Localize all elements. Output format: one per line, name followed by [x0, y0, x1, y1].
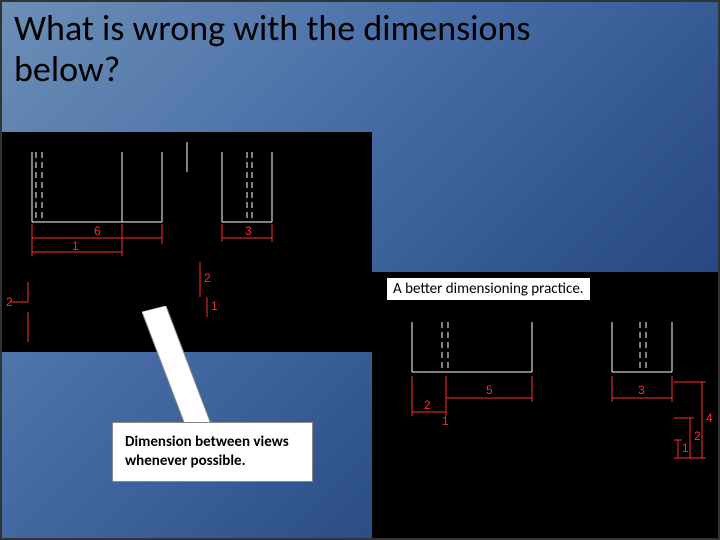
dim-5: 5: [486, 383, 493, 397]
better-dimensioning-panel: 5 2 1 3 1 2 4: [372, 272, 718, 538]
dim-2l: 2: [424, 398, 431, 412]
dim-1r: 1: [682, 441, 689, 455]
callout-text: Dimension between views whenever possibl…: [125, 433, 289, 470]
dim-2-left: 2: [6, 295, 13, 309]
better-drawing: 5 2 1 3 1 2 4: [372, 272, 718, 538]
dim-3: 3: [245, 224, 252, 238]
page-title: What is wrong with the dimensionsbelow?: [14, 8, 530, 91]
dim-2r: 2: [694, 429, 701, 443]
dim-1a: 1: [72, 239, 79, 253]
callout-box: Dimension between views whenever possibl…: [112, 422, 313, 482]
better-practice-label: A better dimensioning practice.: [387, 278, 590, 300]
dim-6: 6: [94, 224, 101, 238]
dim-1a-b: 1: [442, 414, 449, 428]
dim-2-mid: 2: [204, 271, 211, 285]
dim-4r: 4: [706, 411, 713, 425]
dim-3b: 3: [638, 383, 645, 397]
slide: What is wrong with the dimensionsbelow? …: [0, 0, 720, 540]
